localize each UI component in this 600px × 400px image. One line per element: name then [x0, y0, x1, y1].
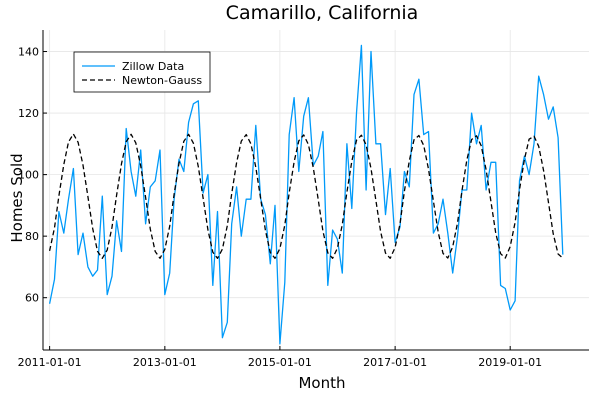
x-tick-label: 2015-01-01	[248, 356, 312, 369]
x-axis-label: Month	[298, 374, 345, 392]
x-tick-label: 2017-01-01	[363, 356, 427, 369]
x-tick-label: 2019-01-01	[478, 356, 542, 369]
series-line-newton-gauss	[48, 133, 564, 259]
x-tick-label: 2013-01-01	[133, 356, 197, 369]
legend-box	[73, 51, 211, 93]
series	[48, 44, 564, 345]
y-tick-label: 120	[18, 107, 39, 120]
y-tick-label: 80	[25, 230, 39, 243]
y-tick-label: 140	[18, 46, 39, 59]
ticks: 2011-01-01 2013-01-01 2015-01-01 2017-01-01…	[18, 46, 543, 369]
series-line-zillow-data	[48, 44, 564, 345]
legend-label-zillow: Zillow Data	[122, 60, 184, 73]
y-axis-label: Homes Sold	[8, 153, 26, 242]
x-tick-label: 2011-01-01	[18, 356, 82, 369]
legend: Zillow Data Newton-Gauss	[73, 51, 211, 93]
legend-label-newton-gauss: Newton-Gauss	[122, 74, 202, 87]
chart-title: Camarillo, California	[226, 2, 419, 24]
y-tick-label: 60	[25, 292, 39, 305]
axes	[42, 30, 589, 351]
y-tick-label: 100	[18, 169, 39, 182]
